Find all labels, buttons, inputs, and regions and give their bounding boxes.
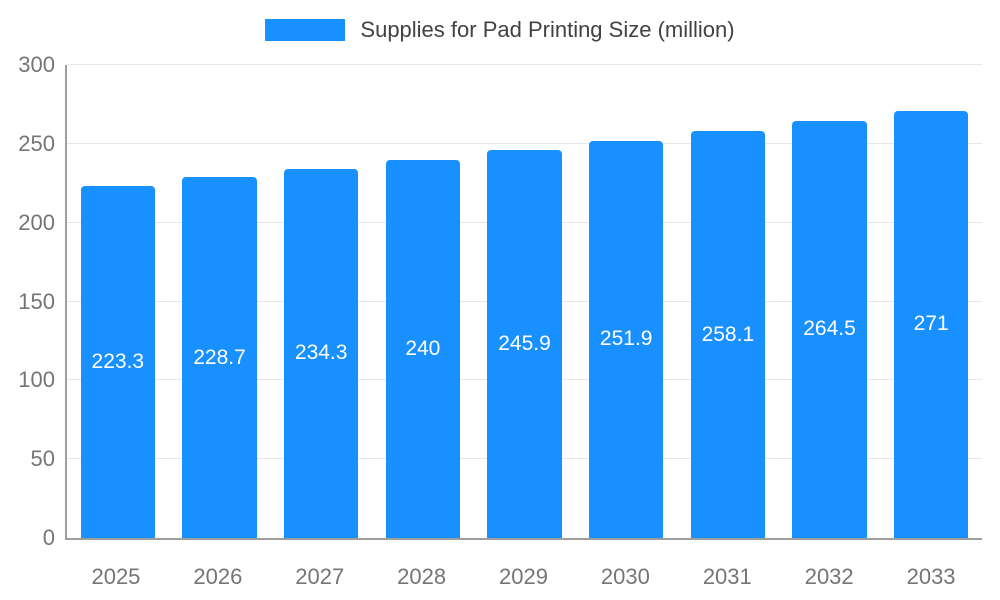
- y-axis-tick-label: 0: [42, 525, 55, 550]
- gridline: [67, 142, 982, 144]
- bar-band: 228.7: [169, 65, 271, 538]
- bar-band: 234.3: [270, 65, 372, 538]
- bar-band: 264.5: [779, 65, 881, 538]
- bar-value-label: 258.1: [701, 322, 755, 346]
- y-axis-tick-label: 50: [30, 446, 55, 472]
- bar-value-label: 245.9: [498, 332, 551, 356]
- legend-label: Supplies for Pad Printing Size (million): [360, 17, 735, 42]
- bar: 223.3: [80, 185, 155, 538]
- x-axis-tick-label: 2029: [499, 564, 548, 589]
- bar-band: 223.3: [67, 65, 169, 538]
- bar: 228.7: [182, 177, 257, 538]
- y-axis-tick-label: 250: [18, 130, 55, 156]
- bar: 240: [385, 159, 460, 538]
- bar-band: 271: [880, 65, 982, 538]
- y-axis-tick-label: 100: [18, 367, 55, 393]
- chart-legend: Supplies for Pad Printing Size (million): [0, 17, 1000, 43]
- plot-area: 0 50 100 150 200 250 300 223.3 228.7 234.3 240 245.…: [18, 54, 982, 549]
- bar: 251.9: [589, 140, 664, 538]
- bar-band: 240: [372, 65, 474, 538]
- bar-value-label: 240: [405, 336, 441, 360]
- x-axis-tick-label: 2027: [295, 564, 345, 589]
- y-axis-tick-label: 150: [18, 288, 55, 314]
- bar-band: 251.9: [575, 65, 677, 538]
- x-axis-tick-label: 2030: [600, 564, 650, 589]
- x-axis-tick-label: 2025: [91, 564, 141, 589]
- bar: 271: [894, 110, 969, 538]
- bar-value-label: 271: [913, 312, 949, 336]
- x-axis-tick-label: 2028: [397, 564, 447, 589]
- gridline: [67, 64, 982, 65]
- y-axis-tick-label: 200: [18, 209, 55, 235]
- y-axis-tick-label: 300: [18, 52, 55, 77]
- bar-band: 245.9: [474, 65, 576, 538]
- bar: 234.3: [284, 168, 359, 538]
- x-axis-tick-label: 2032: [804, 564, 854, 589]
- x-axis-tick-label: 2031: [702, 564, 752, 589]
- bar: 258.1: [690, 131, 765, 538]
- bars-container: 223.3 228.7 234.3 240 245.9 251.9 258.1 264.5 27…: [67, 65, 982, 538]
- bar-value-label: 251.9: [599, 327, 653, 351]
- bar-value-label: 264.5: [803, 317, 856, 341]
- x-axis-tick-label: 2026: [193, 564, 243, 589]
- x-axis-tick-label: 2033: [906, 564, 956, 589]
- bar-value-label: 228.7: [193, 345, 246, 369]
- bar-value-label: 234.3: [294, 341, 348, 365]
- bar: 264.5: [792, 120, 867, 538]
- bar-band: 258.1: [677, 65, 779, 538]
- bar-value-label: 223.3: [91, 349, 145, 373]
- legend-swatch-icon: [265, 19, 346, 41]
- bar: 245.9: [487, 150, 562, 538]
- x-axis-labels: 2025 2026 2027 2028 2029 2030 2031 2032 2033: [65, 564, 982, 590]
